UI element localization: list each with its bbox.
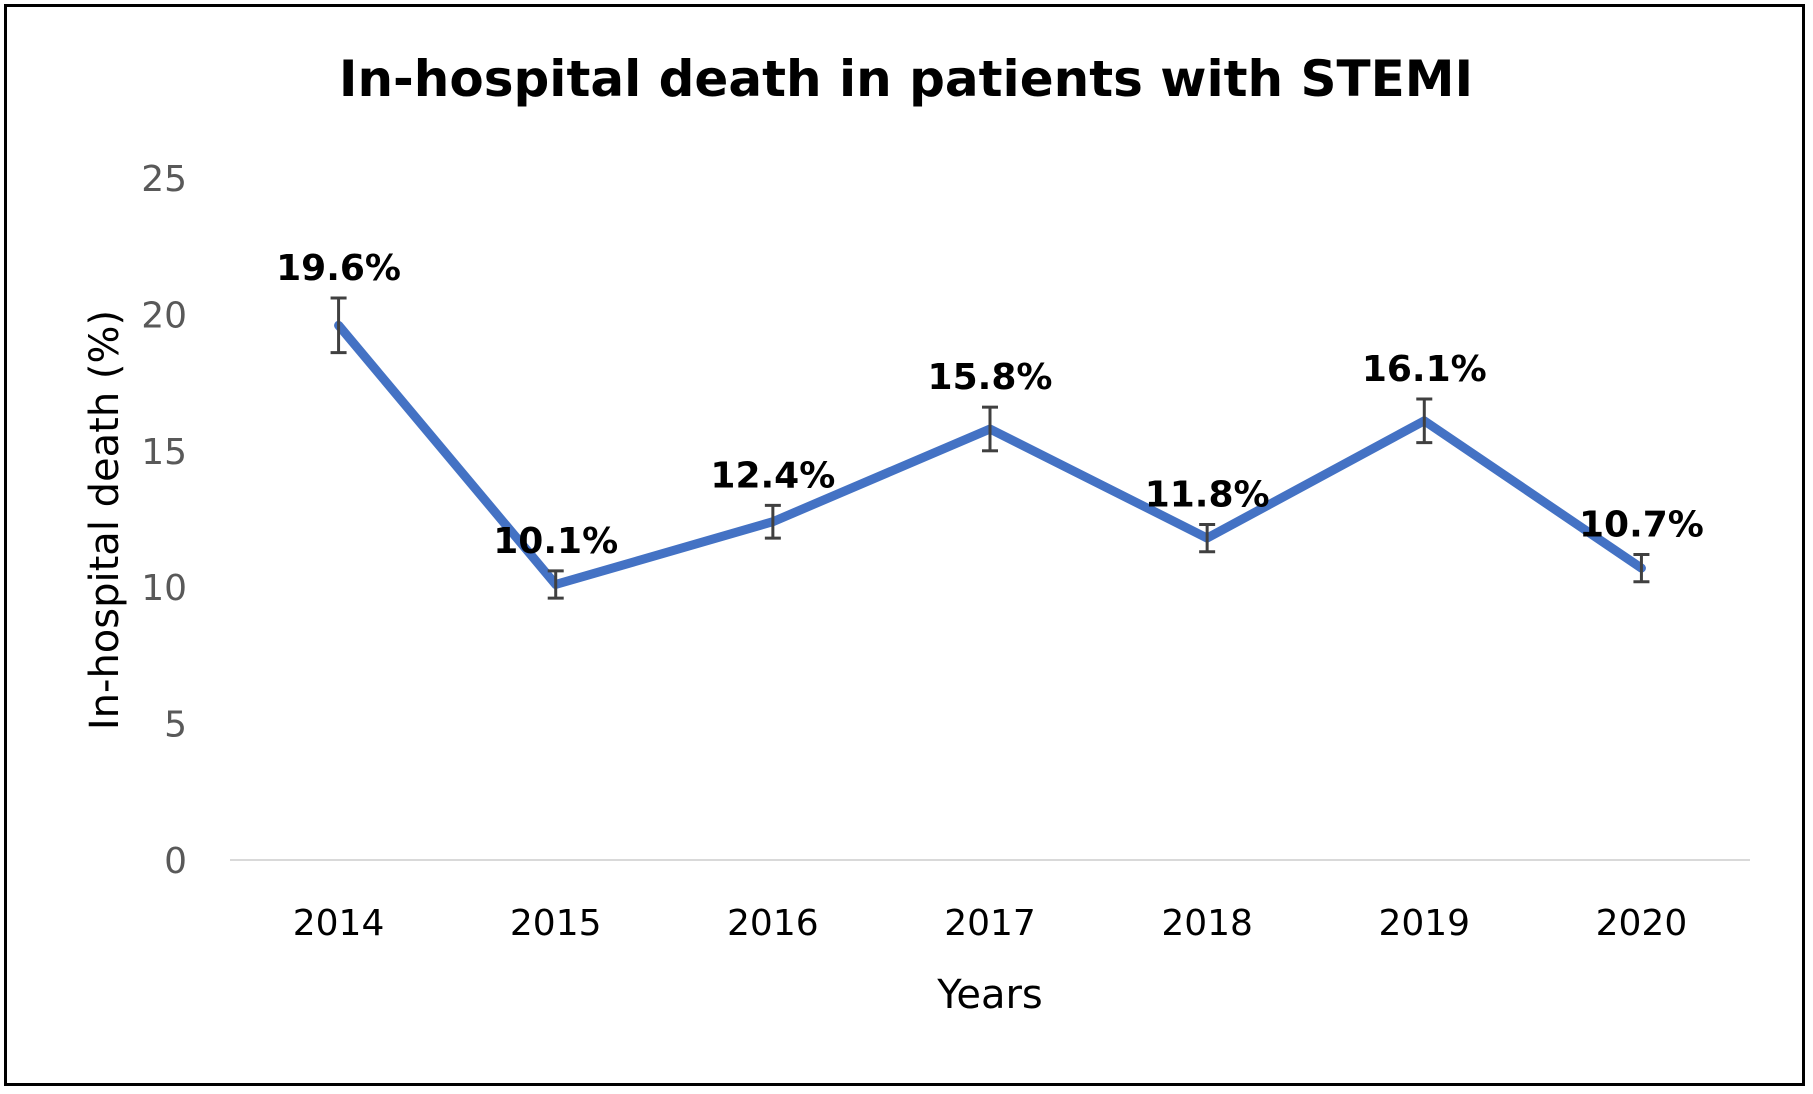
x-tick-label: 2019 — [1378, 903, 1470, 944]
chart-frame — [4, 4, 1805, 1086]
error-bar — [1633, 552, 1650, 584]
y-tick-label: 25 — [141, 159, 187, 200]
error-bar — [982, 405, 998, 453]
error-bar — [330, 296, 347, 355]
error-bar — [1416, 397, 1433, 445]
data-label: 10.1% — [493, 521, 618, 562]
x-tick-label: 2018 — [1161, 903, 1253, 944]
data-label: 11.8% — [1145, 474, 1270, 515]
x-tick-label: 2016 — [727, 903, 819, 944]
data-label: 15.8% — [928, 357, 1053, 398]
error-bar — [764, 503, 781, 540]
error-bar — [547, 569, 564, 600]
data-label: 12.4% — [710, 455, 835, 496]
y-tick-label: 10 — [141, 568, 187, 609]
y-tick-label: 5 — [164, 705, 187, 746]
data-label: 16.1% — [1362, 349, 1487, 390]
x-tick-label: 2015 — [510, 903, 602, 944]
y-tick-label: 0 — [164, 841, 187, 882]
data-label: 19.6% — [276, 248, 401, 289]
error-bar — [1199, 522, 1216, 554]
x-tick-label: 2017 — [944, 903, 1036, 944]
error-bars — [330, 296, 1650, 600]
data-label: 10.7% — [1579, 504, 1704, 545]
y-tick-label: 15 — [141, 432, 187, 473]
x-axis-title: Years — [936, 972, 1043, 1018]
chart-title: In-hospital death in patients with STEMI — [339, 50, 1473, 108]
x-tick-label: 2014 — [293, 903, 385, 944]
y-axis-title: In-hospital death (%) — [82, 310, 128, 730]
data-labels: 19.6% 10.1% 12.4% 15.8% 11.8% 16.1% 10.7% — [276, 248, 1704, 562]
y-tick-label: 20 — [141, 295, 187, 336]
y-axis-ticks: 0 5 10 15 20 25 — [141, 159, 187, 882]
x-axis-ticks: 2014 2015 2016 2017 2018 2019 2020 — [293, 903, 1687, 944]
x-tick-label: 2020 — [1596, 903, 1688, 944]
